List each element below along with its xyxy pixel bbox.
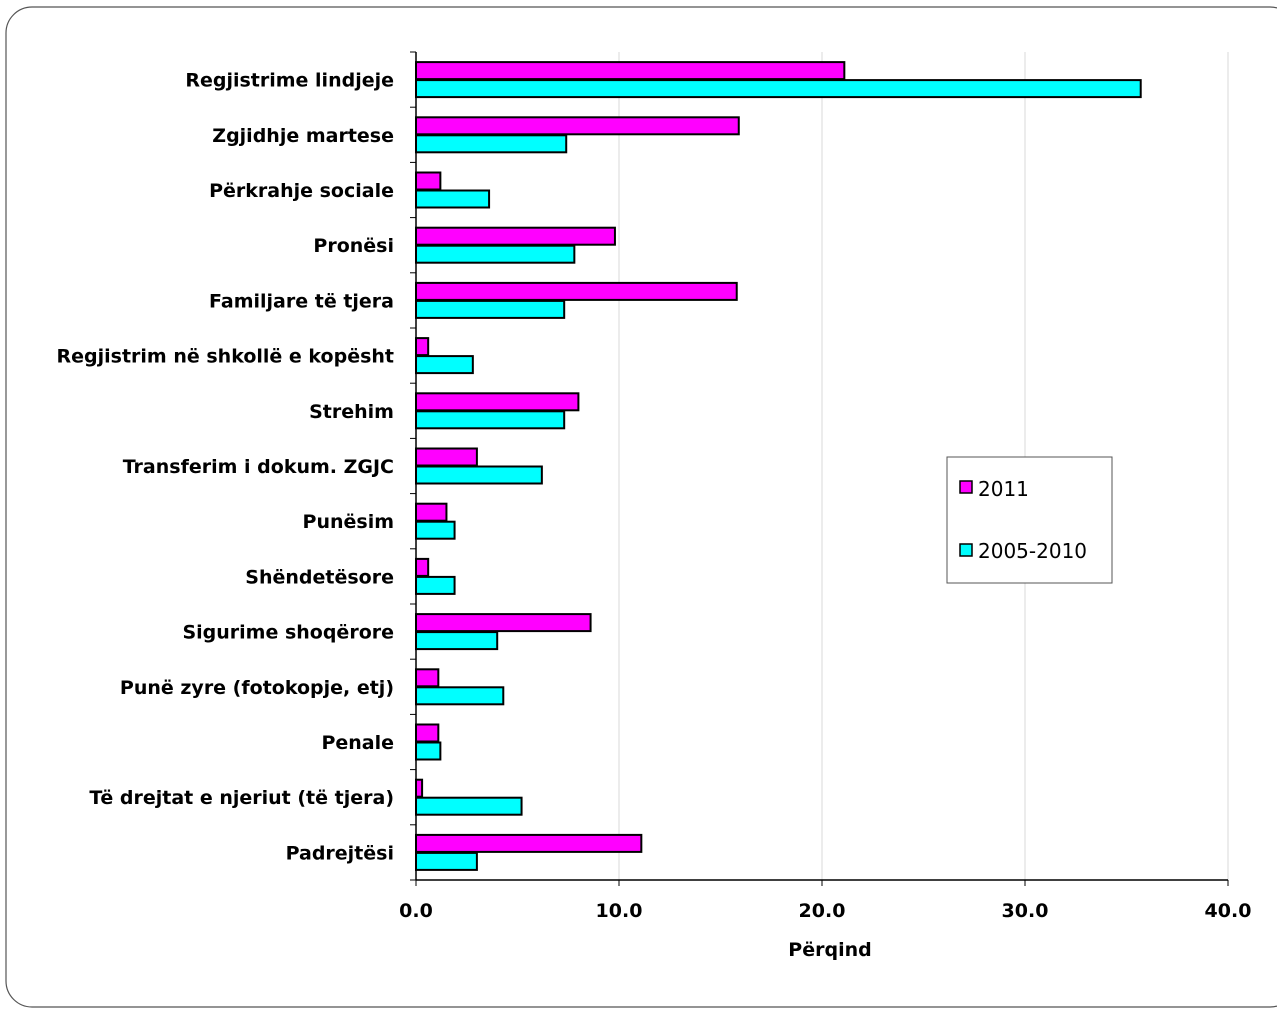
bar-2005-2010-13 [415, 796, 523, 816]
bar-2005-2010-7 [415, 465, 543, 485]
category-label: Strehim [309, 401, 394, 423]
category-label: Regjistrime lindjeje [185, 70, 394, 92]
chart-border [5, 6, 1277, 1008]
bar-2011-5 [415, 337, 430, 357]
category-label: Penale [321, 732, 394, 754]
category-label: Përkrahje sociale [209, 180, 394, 202]
bar-2005-2010-14 [415, 851, 478, 871]
category-label: Regjistrim në shkollë e kopësht [57, 346, 394, 368]
category-label: Padrejtësi [286, 842, 394, 864]
bar-2005-2010-12 [415, 741, 442, 761]
bar-2011-2 [415, 171, 442, 191]
x-axis-title: Përqind [788, 939, 871, 961]
bar-2011-7 [415, 447, 478, 467]
bar-2011-0 [415, 61, 846, 81]
bar-2011-12 [415, 723, 440, 743]
category-label: Familjare të tjera [209, 290, 394, 312]
category-label: Të drejtat e njeriut (të tjera) [89, 787, 394, 809]
legend: 2011 2005-2010 [946, 456, 1113, 584]
category-label: Zgjidhje martese [212, 125, 394, 147]
legend-label-2011: 2011 [978, 477, 1029, 501]
x-tick-label: 30.0 [1002, 900, 1049, 922]
bar-2011-9 [415, 557, 430, 577]
x-tick-label: 0.0 [399, 900, 433, 922]
bar-2011-8 [415, 502, 448, 522]
category-label: Transferim i dokum. ZGJC [123, 456, 394, 478]
bar-2005-2010-5 [415, 355, 474, 375]
plot-area: Regjistrime lindjeje Zgjidhje martese Përk… [57, 51, 1252, 922]
bar-2011-13 [415, 778, 424, 798]
category-label: Sigurime shoqërore [182, 622, 394, 644]
legend-swatch-2005-2010 [959, 543, 973, 557]
bar-2011-1 [415, 116, 740, 136]
legend-label-2005-2010: 2005-2010 [978, 539, 1087, 563]
category-label: Pronësi [313, 235, 394, 257]
bar-2005-2010-0 [415, 79, 1142, 99]
bar-2011-6 [415, 392, 580, 412]
x-tick-label: 20.0 [799, 900, 846, 922]
bar-2005-2010-4 [415, 299, 566, 319]
legend-box [946, 456, 1113, 584]
bar-2011-11 [415, 668, 440, 688]
bar-2011-14 [415, 833, 643, 853]
x-tick-label: 40.0 [1205, 900, 1252, 922]
bar-2005-2010-10 [415, 631, 499, 651]
bar-2011-4 [415, 281, 738, 301]
bar-2005-2010-9 [415, 575, 456, 595]
bar-2011-10 [415, 613, 592, 633]
bar-2005-2010-6 [415, 410, 566, 430]
category-label: Shëndetësore [245, 566, 394, 588]
bar-2005-2010-3 [415, 244, 576, 264]
bar-2005-2010-8 [415, 520, 456, 540]
category-label: Punë zyre (fotokopje, etj) [120, 677, 394, 699]
bar-2011-3 [415, 226, 616, 246]
bar-2005-2010-1 [415, 134, 568, 154]
legend-swatch-2011 [959, 480, 973, 494]
bar-2005-2010-2 [415, 189, 491, 209]
x-tick-label: 10.0 [596, 900, 643, 922]
category-label: Punësim [303, 511, 394, 533]
bar-2005-2010-11 [415, 686, 505, 706]
